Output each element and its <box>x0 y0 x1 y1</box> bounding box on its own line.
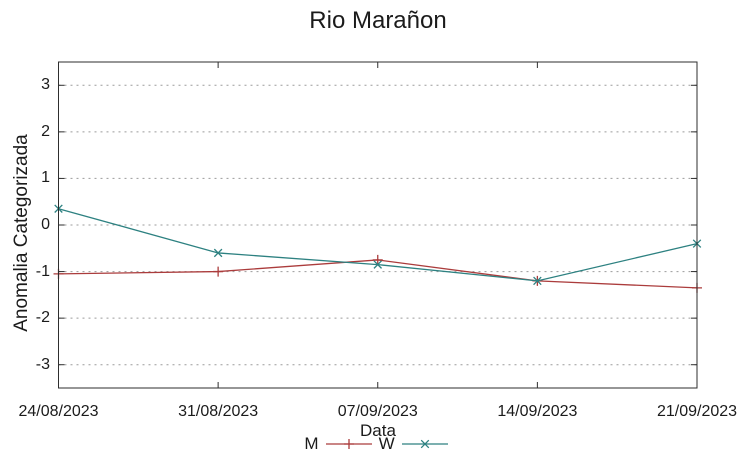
y-tick-label--3: -3 <box>35 355 50 373</box>
y-tick-label-2: 2 <box>41 122 50 140</box>
legend-item-W: W <box>379 435 449 453</box>
x-tick-label-3: 14/09/2023 <box>497 403 578 420</box>
marker-cross-W-3 <box>533 276 542 286</box>
series-line-W <box>58 208 698 282</box>
x-tick-label-2: 07/09/2023 <box>337 403 418 420</box>
x-tick-label-0: 24/08/2023 <box>18 403 99 420</box>
y-tick-label--2: -2 <box>35 309 50 327</box>
legend-sample-M <box>325 439 372 449</box>
y-tick-label-3: 3 <box>41 76 50 94</box>
y-tick-label-0: 0 <box>41 216 50 233</box>
marker-cross-W-1 <box>213 248 223 258</box>
legend-item-M: M <box>304 435 372 453</box>
legend-label-W: W <box>378 434 395 453</box>
legend-sample-W <box>401 439 448 449</box>
x-axis-label: Data <box>360 421 396 440</box>
chart-title: Rio Marañon <box>309 7 447 34</box>
legend-label-M: M <box>304 434 319 453</box>
x-tick-label-1: 31/08/2023 <box>178 403 259 420</box>
marker-cross-W-2 <box>373 260 383 269</box>
marker-plus-M-2 <box>372 254 383 265</box>
y-tick-label-1: 1 <box>41 169 50 187</box>
legend-marker-cross-W <box>420 439 429 449</box>
marker-plus-M-1 <box>213 266 224 277</box>
x-tick-label-4: 21/09/2023 <box>656 403 738 420</box>
y-tick-label--1: -1 <box>35 262 50 280</box>
legend-marker-plus-M <box>343 439 354 449</box>
